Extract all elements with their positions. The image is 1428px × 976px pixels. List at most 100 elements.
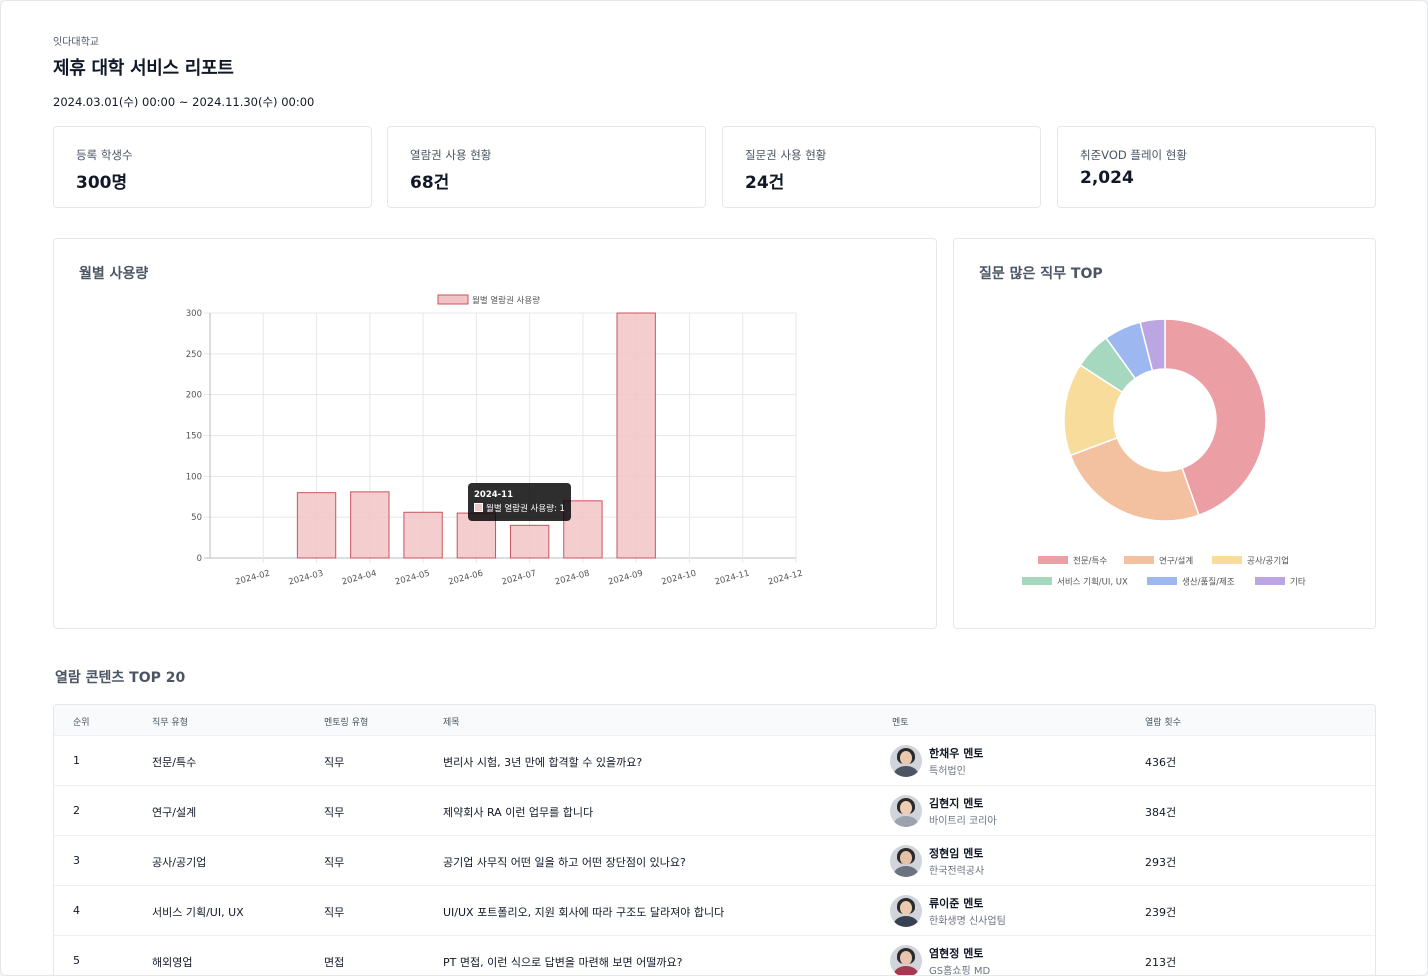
legend-swatch [1124, 556, 1154, 564]
bar-2024-03 [296, 492, 337, 559]
mentor-name: 김현지 멘토 [929, 797, 984, 810]
legend-label: 전문/특수 [1073, 556, 1107, 567]
stat-card-vod-plays: 취준VOD 플레이 현황 2,024 [1057, 126, 1376, 208]
y-tick-label: 150 [186, 432, 202, 442]
stat-card-students: 등록 학생수 300명 [53, 126, 372, 208]
table-row[interactable]: 1 전문/특수 직무 변리사 시험, 3년 만에 합격할 수 있을까요? 436건 한채우… [54, 736, 1375, 786]
bar-2024-07 [509, 524, 550, 559]
monthly-usage-title: 월별 사용량 [79, 266, 149, 282]
top-jobs-title: 질문 많은 직무 TOP [979, 266, 1103, 282]
chart-tooltip: 2024-11 월별 열람권 사용량: 1 [468, 483, 571, 521]
legend-label: 연구/설계 [1159, 556, 1193, 567]
x-tick-label: 2024-08 [554, 569, 591, 588]
legend-swatch [1147, 577, 1177, 585]
mentor-name: 염현정 멘토 [929, 947, 984, 960]
cell-subject: UI/UX 포트폴리오, 지원 회사에 따라 구조도 달라져야 합니다 [443, 906, 725, 919]
mentor-name: 한채우 멘토 [929, 747, 984, 760]
stat-value: 24건 [745, 173, 785, 193]
pie-slice-5 [1139, 318, 1166, 372]
x-tick-label: 2024-09 [607, 569, 644, 588]
tooltip-title: 2024-11 [474, 490, 514, 500]
top-jobs-card: 질문 많은 직무 TOP 전문/특수 연구/설계 공사/공기업 서비스 기획/UI, … [953, 238, 1376, 629]
legend-label: 서비스 기획/UI, UX [1057, 577, 1128, 588]
header-type: 멘토링 유형 [324, 718, 369, 728]
legend-swatch [1212, 556, 1242, 564]
legend-swatch [1038, 556, 1068, 564]
cell-views: 213건 [1145, 956, 1177, 969]
avatar [890, 795, 922, 827]
cell-subject: 제약회사 RA 이런 업무를 합니다 [443, 806, 594, 819]
page-title: 제휴 대학 서비스 리포트 [53, 58, 234, 79]
pie-slice-0 [1164, 318, 1267, 517]
stat-card-view-tickets: 열람권 사용 현황 68건 [387, 126, 706, 208]
cell-views: 293건 [1145, 856, 1177, 869]
x-tick-label: 2024-05 [394, 569, 431, 588]
table-row[interactable]: 2 연구/설계 직무 제약회사 RA 이런 업무를 합니다 384건 김현지 멘토 바이트리… [54, 786, 1375, 836]
legend-swatch [437, 294, 469, 305]
avatar-face [900, 801, 912, 815]
cell-job: 해외영업 [152, 956, 193, 969]
cell-views: 436건 [1145, 756, 1177, 769]
header-job: 직무 유형 [152, 718, 188, 728]
avatar-face [900, 751, 912, 765]
cell-subject: 변리사 시험, 3년 만에 합격할 수 있을까요? [443, 756, 643, 769]
table-row[interactable]: 4 서비스 기획/UI, UX 직무 UI/UX 포트폴리오, 지원 회사에 따라 구… [54, 886, 1375, 936]
cell-rank: 2 [73, 804, 80, 817]
cell-subject: PT 면접, 이런 식으로 답변을 마련해 보면 어떨까요? [443, 956, 683, 969]
tooltip-body: 월별 열람권 사용량: 1 [486, 504, 565, 514]
cell-type: 직무 [324, 906, 345, 919]
y-tick-label: 100 [186, 472, 202, 482]
cell-job: 연구/설계 [152, 806, 197, 819]
x-tick-label: 2024-04 [341, 569, 378, 588]
avatar-face [900, 951, 912, 965]
legend-swatch [1255, 577, 1285, 585]
y-tick-label: 300 [186, 309, 202, 319]
mentor-org: GS홈쇼핑 MD [929, 966, 991, 976]
avatar [890, 745, 922, 777]
monthly-usage-card: 월별 사용량 0 50 100 150 200 250 300 2024-02 2024-03 2… [53, 238, 937, 629]
mentor-org: 바이트리 코리아 [929, 816, 997, 827]
header-rank: 순위 [73, 718, 90, 728]
bar-2024-09 [616, 312, 656, 559]
header-mentor: 멘토 [892, 718, 909, 728]
summary-stats: 등록 학생수 300명 열람권 사용 현황 68건 질문권 사용 현황 24건 … [53, 126, 1376, 208]
cell-views: 384건 [1145, 806, 1177, 819]
legend-label: 생산/품질/제조 [1182, 577, 1235, 588]
legend-label: 월별 열람권 사용량 [472, 295, 540, 306]
avatar-body [894, 766, 918, 777]
avatar-body [894, 916, 918, 927]
bar-2024-05 [403, 511, 443, 559]
y-tick-label: 0 [197, 554, 202, 564]
stat-label: 취준VOD 플레이 현황 [1080, 148, 1187, 162]
tooltip-swatch [474, 503, 483, 512]
header-subject: 제목 [443, 718, 460, 728]
report-period: 2024.03.01(수) 00:00 ~ 2024.11.30(수) 00:0… [53, 95, 315, 109]
x-tick-label: 2024-10 [660, 569, 697, 588]
stat-value: 68건 [410, 173, 450, 193]
avatar-face [900, 851, 912, 865]
table-row[interactable]: 3 공사/공기업 직무 공기업 사무직 어떤 일을 하고 어떤 장단점이 있나요? 29… [54, 836, 1375, 886]
top-content-table: 순위 직무 유형 멘토링 유형 제목 멘토 열람 횟수 1 전문/특수 직무 변리사 … [53, 704, 1376, 976]
avatar [890, 945, 922, 975]
legend-label: 기타 [1290, 578, 1306, 588]
monthly-usage-chart[interactable]: 0 50 100 150 200 250 300 2024-02 2024-03 2024-04 2… [54, 239, 938, 630]
cell-views: 239건 [1145, 906, 1177, 919]
cell-job: 서비스 기획/UI, UX [152, 906, 244, 919]
table-row[interactable]: 5 해외영업 면접 PT 면접, 이런 식으로 답변을 마련해 보면 어떨까요? 213… [54, 936, 1375, 976]
legend-swatch [1022, 577, 1052, 585]
stat-label: 질문권 사용 현황 [745, 148, 827, 162]
cell-type: 직무 [324, 856, 345, 869]
x-tick-label: 2024-12 [767, 569, 804, 588]
cell-type: 직무 [324, 756, 345, 769]
avatar [890, 845, 922, 877]
avatar-body [894, 816, 918, 827]
stat-value: 300명 [76, 173, 128, 193]
mentor-name: 정현임 멘토 [929, 847, 984, 860]
stat-value: 2,024 [1080, 168, 1134, 188]
stat-label: 등록 학생수 [76, 148, 133, 162]
table-title: 열람 콘텐츠 TOP 20 [55, 670, 186, 686]
table-header: 순위 직무 유형 멘토링 유형 제목 멘토 열람 횟수 [54, 705, 1375, 736]
cell-rank: 4 [73, 904, 80, 917]
